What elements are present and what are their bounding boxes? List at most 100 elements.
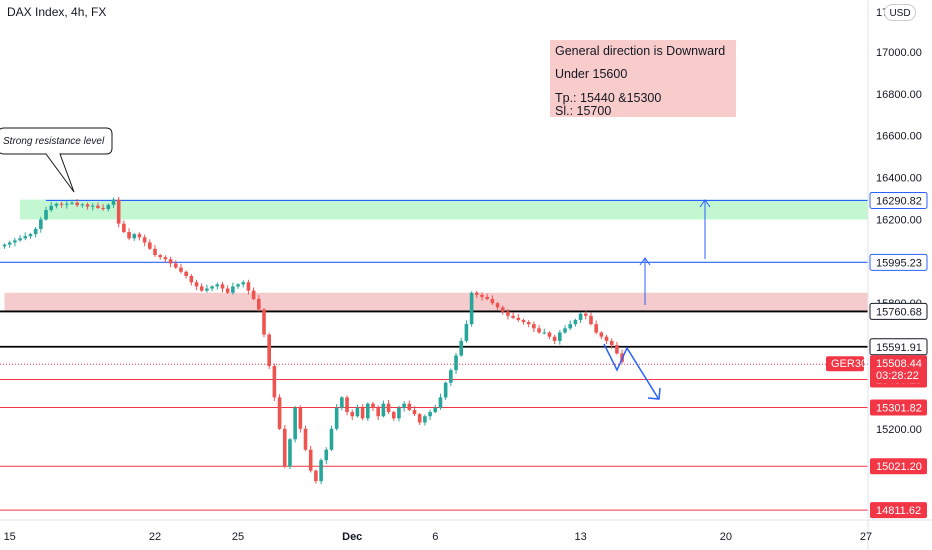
candle-body bbox=[324, 449, 329, 461]
current-price-label: 15508.44 bbox=[876, 358, 922, 370]
candle-body bbox=[163, 257, 168, 260]
candle-body bbox=[59, 203, 64, 205]
price-tag-label-3: 15760.68 bbox=[876, 306, 922, 318]
candle-body bbox=[552, 336, 557, 341]
price-tag-label-1: 16290.82 bbox=[876, 195, 922, 207]
price-tag-label-4: 15591.91 bbox=[876, 342, 922, 354]
candle-body bbox=[18, 238, 22, 241]
price-tag-1 bbox=[869, 191, 928, 209]
candle-body bbox=[609, 340, 614, 346]
price-tick-label: 17000.00 bbox=[876, 47, 922, 59]
candle-body bbox=[70, 202, 74, 204]
candle-body bbox=[495, 303, 500, 308]
candle-body bbox=[599, 332, 604, 337]
candle-body bbox=[402, 403, 406, 408]
candle-body bbox=[459, 340, 464, 356]
candle-body bbox=[558, 332, 562, 341]
candle-body bbox=[127, 232, 131, 239]
time-tick-label: 20 bbox=[720, 531, 732, 543]
candle-body bbox=[371, 403, 375, 408]
candle-body bbox=[225, 288, 230, 293]
candle-body bbox=[122, 223, 126, 233]
candle-body bbox=[506, 311, 510, 316]
plot-area[interactable] bbox=[0, 0, 868, 520]
candle-body bbox=[39, 219, 43, 229]
note-line-1: General direction is Downward bbox=[555, 44, 725, 58]
time-tick-label: 15 bbox=[4, 531, 16, 543]
candle-body bbox=[376, 407, 380, 417]
time-tick-label: 22 bbox=[149, 531, 161, 543]
candle-body bbox=[54, 203, 59, 206]
time-tick-label: 13 bbox=[574, 531, 586, 543]
price-tag-7 bbox=[870, 458, 927, 475]
candle-body bbox=[345, 397, 349, 413]
price-tag-label-8: 14811.62 bbox=[876, 505, 921, 517]
chart-title: DAX Index, 4h, FX bbox=[7, 5, 106, 19]
candle-body bbox=[303, 428, 308, 450]
drawings-layer: Strong resistance level General directio… bbox=[0, 40, 736, 400]
candle-body bbox=[537, 328, 541, 333]
candle-body bbox=[220, 284, 225, 289]
time-axis[interactable]: 15 22 25 Dec 6 13 20 27 bbox=[4, 531, 873, 543]
candle-body bbox=[355, 407, 360, 417]
candle-body bbox=[272, 365, 277, 398]
candle-body bbox=[366, 403, 370, 419]
candle-body bbox=[532, 324, 536, 329]
callout-bubble bbox=[0, 127, 113, 193]
candle-body bbox=[433, 407, 438, 413]
candle-body bbox=[241, 282, 246, 285]
candle-body bbox=[329, 428, 334, 450]
candle-body bbox=[308, 449, 313, 471]
symbol-tag-label: GER30 bbox=[831, 358, 867, 370]
candle-body bbox=[288, 439, 292, 467]
candle-body bbox=[262, 309, 266, 335]
note-line-4: Sl.: 15700 bbox=[555, 104, 611, 118]
price-tick-label: 15200.00 bbox=[876, 424, 922, 436]
candle-body bbox=[542, 332, 547, 334]
candle-body bbox=[386, 403, 391, 413]
price-level-layer bbox=[0, 199, 868, 511]
candle-body bbox=[23, 236, 28, 239]
down-projection-head bbox=[647, 387, 661, 400]
candle-body bbox=[199, 286, 204, 291]
price-tick-label: 16400.00 bbox=[876, 173, 922, 185]
price-tag-4 bbox=[869, 338, 928, 356]
candle-body bbox=[412, 409, 417, 415]
candle-body bbox=[80, 204, 85, 206]
candle-body bbox=[277, 397, 282, 429]
candle-body bbox=[189, 275, 194, 283]
time-tick-label: 6 bbox=[432, 531, 438, 543]
candle-body bbox=[464, 324, 469, 341]
note-box[interactable] bbox=[550, 40, 736, 117]
down-projection-path bbox=[603, 343, 659, 399]
price-tick-label: 16600.00 bbox=[876, 131, 922, 143]
candle-body bbox=[251, 290, 256, 300]
candle-body bbox=[246, 282, 251, 291]
price-tick-label: 16800.00 bbox=[876, 89, 922, 101]
candle-body bbox=[205, 288, 209, 291]
candle-body bbox=[423, 416, 427, 423]
candle-body bbox=[75, 202, 79, 206]
candle-body bbox=[391, 412, 396, 419]
time-tick-label: 25 bbox=[232, 531, 244, 543]
candle-body bbox=[443, 382, 448, 398]
candle-body bbox=[96, 205, 100, 208]
price-tag-label-7: 15021.20 bbox=[876, 461, 922, 473]
candle-body bbox=[568, 324, 573, 329]
candle-body bbox=[7, 242, 12, 245]
candle-body bbox=[428, 412, 432, 417]
candle-body bbox=[604, 336, 609, 341]
price-tag-label-6: 15301.82 bbox=[876, 402, 922, 414]
candle-body bbox=[407, 403, 412, 410]
candle-body bbox=[106, 204, 111, 209]
candle-body bbox=[194, 282, 199, 287]
candle-body bbox=[184, 271, 188, 276]
currency-button[interactable]: USD bbox=[884, 4, 916, 21]
candle-body bbox=[111, 199, 116, 205]
price-tag-2 bbox=[869, 253, 928, 271]
note-line-3: Tp.: 15440 &15300 bbox=[555, 91, 661, 105]
candle-body bbox=[500, 307, 505, 312]
candle-body bbox=[360, 407, 365, 419]
candle-body bbox=[449, 370, 453, 383]
